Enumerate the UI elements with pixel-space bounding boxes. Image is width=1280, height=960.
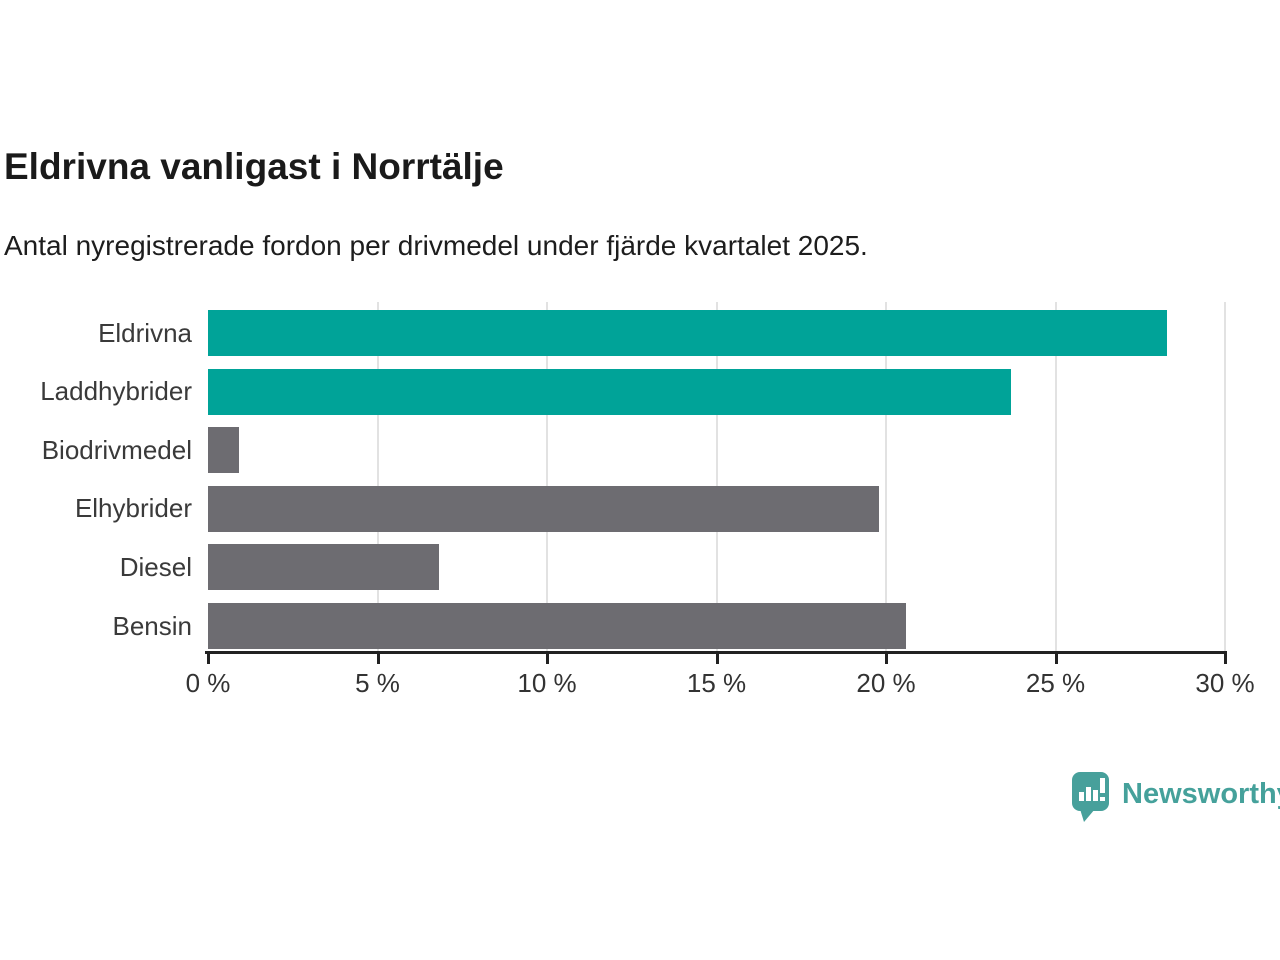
gridline-5 <box>376 302 379 652</box>
bar <box>208 485 880 532</box>
category-label: Elhybrider <box>74 493 192 524</box>
newsworthy-logo-icon <box>1072 772 1110 827</box>
gridline-10 <box>546 302 548 652</box>
category-label: Laddhybrider <box>40 376 192 407</box>
x-tick-label: 25 % <box>1025 668 1086 698</box>
x-axis-tick <box>1224 651 1227 664</box>
x-tick-label: 5 % <box>355 668 400 698</box>
plot-area <box>208 302 1226 652</box>
x-axis-tick <box>376 651 380 664</box>
x-tick-label: 20 % <box>856 668 916 698</box>
category-label: Diesel <box>119 551 192 582</box>
category-label: Eldrivna <box>98 317 192 348</box>
x-axis-tick <box>546 651 549 664</box>
bar <box>208 368 1012 415</box>
brand-footer: Newsworthy <box>1072 772 1280 827</box>
chart-title: Eldrivna vanligast i Norrtälje <box>4 146 504 187</box>
x-tick-label: 15 % <box>686 668 747 698</box>
category-label: Biodrivmedel <box>41 434 192 465</box>
category-label: Bensin <box>112 610 193 641</box>
bar <box>208 310 1168 356</box>
x-axis-tick <box>715 651 719 664</box>
bar <box>208 603 907 649</box>
gridline-25 <box>1054 302 1057 652</box>
gridline-20 <box>885 302 887 652</box>
x-axis-tick <box>207 651 210 664</box>
x-tick-label: 10 % <box>517 668 577 698</box>
x-axis-tick <box>1054 651 1058 664</box>
gridline-30 <box>1224 302 1226 652</box>
x-axis-tick <box>885 651 888 664</box>
brand-name: Newsworthy <box>1122 778 1280 810</box>
gridline-15 <box>715 302 718 652</box>
bar <box>208 544 439 591</box>
chart-subtitle: Antal nyregistrerade fordon per drivmede… <box>4 230 868 261</box>
bar <box>208 427 239 474</box>
x-tick-label: 30 % <box>1195 668 1255 698</box>
x-tick-label: 0 % <box>185 668 231 698</box>
